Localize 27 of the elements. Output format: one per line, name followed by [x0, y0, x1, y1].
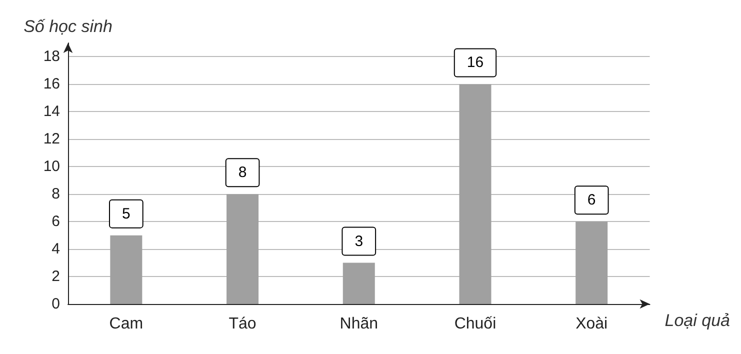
y-tick-label: 10 [43, 158, 60, 176]
data-label: 8 [238, 164, 247, 182]
data-label: 16 [466, 54, 484, 72]
data-label: 6 [587, 192, 596, 209]
y-tick-label: 2 [52, 268, 60, 286]
y-tick-label: 0 [52, 296, 60, 312]
y-tick-label: 4 [52, 240, 60, 258]
bar [459, 84, 492, 304]
y-tick-label: 18 [43, 48, 60, 66]
x-tick-label: Chuối [454, 316, 496, 332]
bar [226, 194, 259, 304]
data-label: 3 [354, 232, 364, 250]
y-axis-title: Số học sinh [24, 17, 112, 36]
x-tick-label: Cam [109, 316, 144, 332]
bar [342, 262, 375, 304]
x-axis-title: Loại quả [664, 311, 730, 330]
bar [576, 222, 608, 304]
y-tick-label: 12 [43, 130, 60, 148]
x-tick-label: Xoài [576, 316, 608, 332]
bar [110, 235, 142, 304]
x-tick-label: Táo [228, 316, 256, 332]
y-tick-label: 8 [52, 186, 60, 203]
x-tick-label: Nhãn [340, 316, 378, 332]
y-tick-label: 16 [43, 76, 60, 93]
y-tick-label: 14 [43, 103, 60, 120]
data-label: 5 [122, 205, 130, 222]
y-tick-label: 6 [52, 213, 60, 230]
